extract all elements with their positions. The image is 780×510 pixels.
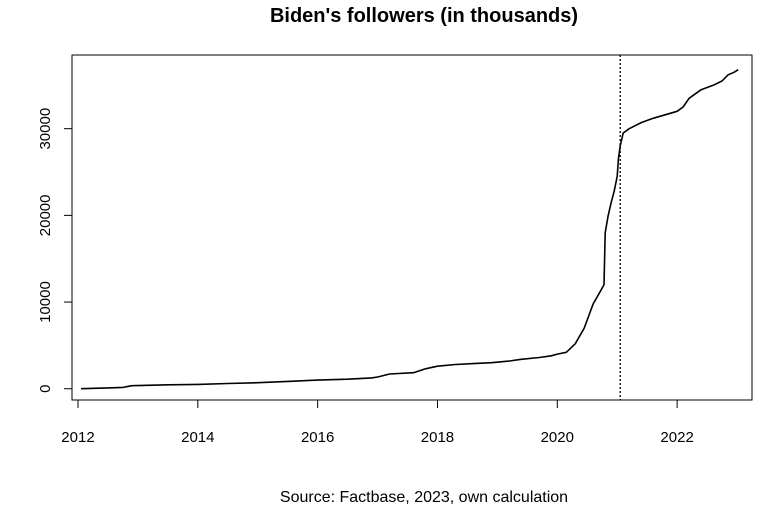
y-axis: 0 10000 20000 30000 — [37, 108, 73, 393]
x-axis: 2012 2014 2016 2018 2020 2022 — [61, 399, 694, 446]
y-tick-label: 30000 — [37, 108, 54, 150]
chart-caption: Source: Factbase, 2023, own calculation — [280, 489, 568, 506]
x-tick-label: 2014 — [181, 429, 214, 446]
follower-series-line — [80, 69, 739, 390]
y-tick-label: 20000 — [37, 195, 54, 237]
plot-frame — [71, 54, 753, 401]
x-tick-label: 2020 — [541, 429, 574, 446]
x-tick-label: 2012 — [61, 429, 94, 446]
y-tick-label: 10000 — [37, 281, 54, 323]
chart-title: Biden's followers (in thousands) — [270, 5, 578, 27]
y-tick-label: 0 — [37, 385, 54, 393]
x-tick-label: 2016 — [301, 429, 334, 446]
x-tick-label: 2018 — [421, 429, 454, 446]
x-tick-label: 2022 — [660, 429, 693, 446]
